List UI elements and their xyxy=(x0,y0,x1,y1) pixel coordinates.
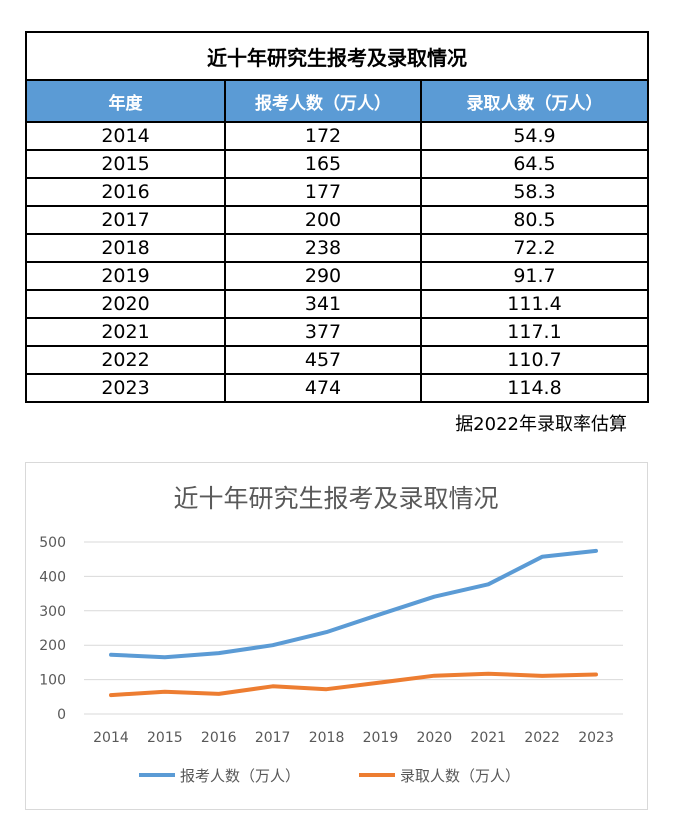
table-header-cell: 年度 xyxy=(25,79,226,123)
table-row: 2021 377 117.1 xyxy=(25,317,650,347)
table-cell: 457 xyxy=(224,345,422,375)
x-tick-label: 2022 xyxy=(524,730,560,746)
y-tick-label: 0 xyxy=(57,707,66,723)
table-cell: 54.9 xyxy=(419,121,650,151)
table-cell: 2016 xyxy=(25,177,226,207)
table-cell: 165 xyxy=(224,149,422,179)
table-row: 2020 341 111.4 xyxy=(25,289,650,319)
y-tick-label: 400 xyxy=(39,569,66,585)
table-cell: 72.2 xyxy=(419,233,650,263)
series-line-0 xyxy=(109,548,598,660)
table-cell: 114.8 xyxy=(419,373,650,403)
table-cell: 2023 xyxy=(25,373,226,403)
table-cell: 341 xyxy=(224,289,422,319)
table-note: 据2022年录取率估算 xyxy=(455,414,627,435)
table-cell: 474 xyxy=(224,373,422,403)
table-cell: 2017 xyxy=(25,205,226,235)
table-body: 2014 172 54.9 2015 165 64.5 2016 177 58.3 2017 200… xyxy=(25,121,650,403)
x-tick-label: 2023 xyxy=(578,730,614,746)
table-cell: 377 xyxy=(224,317,422,347)
table-cell: 2021 xyxy=(25,317,226,347)
y-tick-label: 300 xyxy=(39,604,66,620)
table-cell: 111.4 xyxy=(419,289,650,319)
series-layer xyxy=(109,548,598,698)
table-cell: 172 xyxy=(224,121,422,151)
table-cell: 58.3 xyxy=(419,177,650,207)
table-row: 2019 290 91.7 xyxy=(25,261,650,291)
table-header-row: 年度 报考人数（万人） 录取人数（万人） xyxy=(25,79,650,123)
x-tick-label: 2021 xyxy=(470,730,506,746)
table-cell: 2014 xyxy=(25,121,226,151)
y-tick-label: 100 xyxy=(39,673,66,689)
chart-title: 近十年研究生报考及录取情况 xyxy=(173,484,498,513)
table-cell: 2020 xyxy=(25,289,226,319)
y-tick-layer: 0 100 200 300 400 500 xyxy=(39,535,66,723)
table-row: 2018 238 72.2 xyxy=(25,233,650,263)
legend-label: 录取人数（万人） xyxy=(400,767,520,785)
table-row: 2022 457 110.7 xyxy=(25,345,650,375)
table-row: 2015 165 64.5 xyxy=(25,149,650,179)
table-cell: 177 xyxy=(224,177,422,207)
y-tick-label: 500 xyxy=(39,535,66,551)
table-cell: 2018 xyxy=(25,233,226,263)
table-header-cell: 录取人数（万人） xyxy=(419,79,650,123)
table-cell: 64.5 xyxy=(419,149,650,179)
table-cell: 290 xyxy=(224,261,422,291)
table-cell: 2015 xyxy=(25,149,226,179)
grid-layer xyxy=(84,541,623,715)
table-header-cell: 报考人数（万人） xyxy=(224,79,422,123)
legend: 报考人数（万人） 录取人数（万人） xyxy=(139,767,520,785)
x-tick-label: 2019 xyxy=(363,730,399,746)
table-title: 近十年研究生报考及录取情况 xyxy=(24,31,650,81)
x-tick-layer: 2014 2015 2016 2017 2018 2019 2020 2021 2022 2023 xyxy=(93,730,614,746)
table-row: 2016 177 58.3 xyxy=(25,177,650,207)
x-tick-label: 2015 xyxy=(147,730,183,746)
x-tick-label: 2018 xyxy=(309,730,345,746)
table-row: 2017 200 80.5 xyxy=(25,205,650,235)
x-tick-label: 2014 xyxy=(93,730,129,746)
table-cell: 110.7 xyxy=(419,345,650,375)
table-cell: 2022 xyxy=(25,345,226,375)
table-row: 2023 474 114.8 xyxy=(25,373,650,403)
table-cell: 117.1 xyxy=(419,317,650,347)
y-tick-label: 200 xyxy=(39,638,66,654)
line-chart: 近十年研究生报考及录取情况 0 100 200 300 400 500 2014 2015 2… xyxy=(25,462,648,810)
x-tick-label: 2016 xyxy=(201,730,237,746)
table-cell: 2019 xyxy=(25,261,226,291)
x-tick-label: 2017 xyxy=(255,730,291,746)
series-line-1 xyxy=(109,671,598,698)
x-tick-label: 2020 xyxy=(417,730,453,746)
table-cell: 80.5 xyxy=(419,205,650,235)
data-table: 近十年研究生报考及录取情况 年度 报考人数（万人） 录取人数（万人） 2014 172… xyxy=(24,31,650,403)
legend-label: 报考人数（万人） xyxy=(180,767,300,785)
table-row: 2014 172 54.9 xyxy=(25,121,650,151)
table-cell: 238 xyxy=(224,233,422,263)
table-cell: 200 xyxy=(224,205,422,235)
table-cell: 91.7 xyxy=(419,261,650,291)
